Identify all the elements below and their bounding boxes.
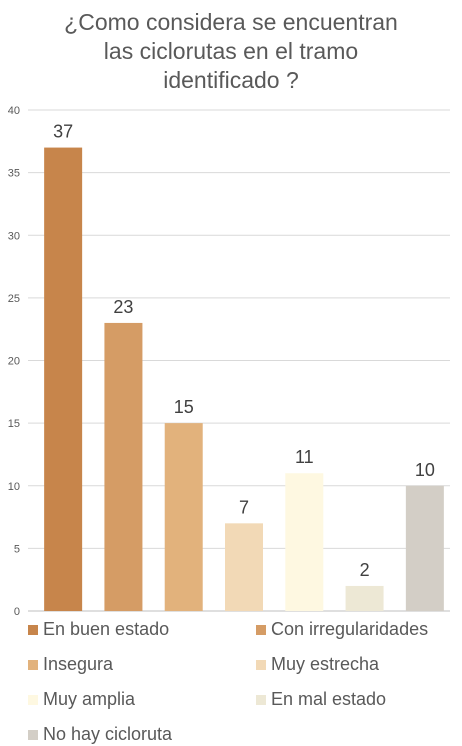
bar-3 — [225, 523, 263, 611]
y-tick-label: 35 — [8, 168, 20, 180]
data-label: 2 — [360, 560, 370, 580]
data-label: 23 — [113, 297, 133, 317]
bar-4 — [285, 473, 324, 611]
legend-swatch — [28, 729, 38, 740]
y-tick-label: 30 — [8, 230, 20, 242]
legend-item: En buen estado — [28, 618, 256, 641]
legend-item: No hay cicloruta — [28, 723, 256, 746]
y-tick-label: 15 — [8, 418, 20, 430]
legend-swatch — [256, 624, 266, 635]
y-axis-ticks: 0 5 10 15 20 25 30 35 40 — [8, 105, 20, 618]
y-tick-label: 25 — [8, 293, 20, 305]
bar-1 — [104, 322, 143, 611]
legend-swatch — [28, 694, 38, 705]
y-tick-label: 5 — [14, 543, 20, 555]
legend-label: Insegura — [43, 654, 114, 674]
data-label: 37 — [53, 122, 73, 142]
bar-0 — [44, 147, 83, 611]
data-labels: 37 23 15 7 11 2 10 — [53, 122, 435, 580]
bar-6 — [405, 485, 444, 611]
legend-label: En buen estado — [43, 619, 170, 639]
bar-2 — [164, 423, 203, 611]
data-label: 10 — [415, 460, 435, 480]
legend-label: No hay cicloruta — [43, 724, 173, 744]
legend-item: Muy amplia — [28, 688, 256, 711]
legend-label: Muy amplia — [43, 689, 136, 709]
legend: En buen estado Con irregularidades Insegur… — [28, 618, 458, 746]
data-label: 15 — [174, 397, 194, 417]
bar-5 — [345, 585, 384, 611]
y-tick-label: 40 — [8, 105, 20, 117]
chart-title-line: ¿Como considera se encuentran — [64, 9, 398, 35]
legend-swatch — [256, 659, 266, 670]
legend-item: Insegura — [28, 653, 256, 676]
legend-label: Muy estrecha — [271, 654, 380, 674]
data-label: 7 — [239, 497, 249, 517]
y-tick-label: 10 — [8, 481, 20, 493]
chart-title-line: identificado ? — [163, 67, 299, 93]
y-tick-label: 0 — [14, 606, 20, 618]
legend-label: En mal estado — [271, 689, 387, 709]
y-tick-label: 20 — [8, 356, 20, 368]
legend-swatch — [256, 694, 266, 705]
data-label: 11 — [295, 447, 314, 467]
legend-item: En mal estado — [256, 688, 456, 711]
legend-label: Con irregularidades — [271, 619, 429, 639]
chart-title: ¿Como considera se encuentran las ciclor… — [20, 8, 442, 95]
legend-swatch — [28, 659, 38, 670]
legend-item: Muy estrecha — [256, 653, 456, 676]
legend-item: Con irregularidades — [256, 618, 456, 641]
bars — [44, 147, 444, 611]
legend-swatch — [28, 624, 38, 635]
chart-title-line: las ciclorutas en el tramo — [103, 38, 359, 64]
